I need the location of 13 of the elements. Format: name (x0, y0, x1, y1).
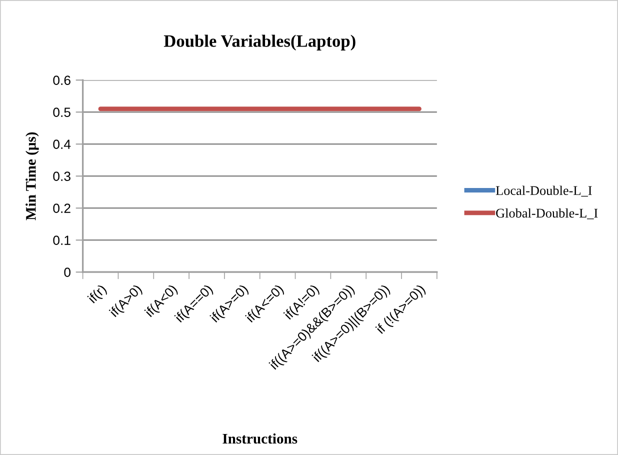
y-tick-label: 0.6 (53, 76, 70, 85)
legend-label: Local-Double-L_I (496, 186, 592, 197)
y-tick-label: 0.1 (53, 236, 70, 245)
y-tick-label: 0.4 (53, 140, 71, 149)
legend-label: Global-Double-L_I (496, 208, 598, 220)
chart-title: Double Variables(Laptop) (164, 34, 356, 50)
y-tick-label: 0.5 (53, 108, 70, 117)
y-tick-label: 0.2 (53, 204, 70, 213)
y-axis-title: Min Time (μs) (26, 132, 39, 220)
y-tick-label: 0 (64, 268, 70, 277)
x-axis-title: Instructions (222, 433, 298, 444)
x-tick-label: if(r) (87, 284, 109, 306)
y-tick-label: 0.3 (53, 172, 70, 181)
